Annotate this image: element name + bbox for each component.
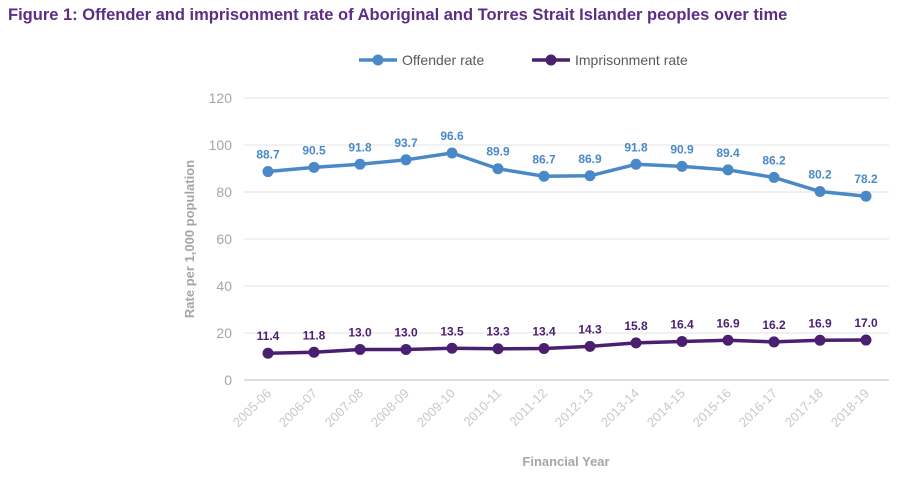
data-label: 15.8 [624, 319, 648, 333]
series-imprisonment-rate: 11.4 11.8 13.0 13.0 13.5 13.3 13.4 14.3 15.8 16.4… [257, 316, 878, 359]
data-point [308, 346, 320, 358]
x-tick-label: 2005-06 [230, 386, 274, 430]
data-point [860, 190, 872, 202]
data-label: 88.7 [256, 148, 280, 162]
x-tick-label: 2017-18 [782, 386, 826, 430]
data-label: 13.0 [394, 325, 418, 339]
x-tick-label: 2016-17 [736, 386, 780, 430]
data-point [722, 164, 734, 176]
data-point [538, 170, 550, 182]
data-label: 14.3 [578, 322, 602, 336]
data-label: 80.2 [808, 168, 832, 182]
data-label: 16.9 [716, 316, 740, 330]
data-point [722, 334, 734, 346]
data-label: 96.6 [440, 129, 464, 143]
data-label: 13.0 [348, 325, 372, 339]
y-axis-title: Rate per 1,000 population [182, 160, 197, 318]
data-label: 16.9 [808, 316, 832, 330]
data-point [354, 343, 366, 355]
data-point [446, 342, 458, 354]
data-point [262, 347, 274, 359]
data-point [768, 171, 780, 183]
data-label: 90.9 [670, 142, 694, 156]
x-tick-label: 2018-19 [828, 386, 872, 430]
x-tick-label: 2010-11 [460, 386, 504, 430]
data-label: 11.4 [257, 329, 280, 343]
figure-title: Figure 1: Offender and imprisonment rate… [8, 6, 788, 24]
x-tick-label: 2013-14 [598, 386, 642, 430]
y-tick-label: 80 [216, 184, 232, 200]
data-label: 16.4 [670, 317, 694, 331]
x-tick-label: 2011-12 [506, 386, 550, 430]
legend-marker [372, 54, 384, 66]
x-tick-label: 2007-08 [322, 386, 366, 430]
data-label: 91.8 [348, 140, 372, 154]
y-tick-label: 0 [224, 372, 232, 388]
data-label: 13.3 [486, 325, 510, 339]
x-tick-label: 2008-09 [368, 386, 412, 430]
data-point [630, 337, 642, 349]
data-point [584, 170, 596, 182]
data-label: 90.5 [302, 143, 326, 157]
data-point [308, 161, 320, 173]
y-tick-label: 20 [216, 325, 232, 341]
legend-item: Imprisonment rate [532, 52, 688, 68]
data-point [768, 336, 780, 348]
x-axis-title: Financial Year [522, 454, 609, 469]
data-point [400, 154, 412, 166]
data-point [860, 334, 872, 346]
data-label: 86.7 [532, 152, 556, 166]
legend-label: Offender rate [402, 52, 484, 68]
data-point [354, 158, 366, 170]
series-line [267, 338, 867, 355]
data-label: 13.5 [440, 324, 464, 338]
y-tick-label: 100 [209, 137, 233, 153]
data-point [814, 186, 826, 198]
data-label: 89.9 [486, 145, 510, 159]
data-label: 17.0 [854, 316, 878, 330]
y-tick-label: 60 [216, 231, 232, 247]
data-label: 86.9 [578, 152, 602, 166]
data-label: 91.8 [624, 140, 648, 154]
legend-item: Offender rate [359, 52, 484, 68]
data-label: 86.2 [762, 153, 786, 167]
data-point [538, 343, 550, 355]
data-label: 93.7 [394, 136, 418, 150]
legend: Offender rate Imprisonment rate [359, 52, 688, 68]
x-tick-label: 2012-13 [552, 386, 596, 430]
x-tick-label: 2006-07 [276, 386, 320, 430]
series-layer: 88.7 90.5 91.8 93.7 96.6 89.9 86.7 86.9 91.8 90.9… [256, 129, 878, 359]
y-tick-label: 120 [209, 90, 233, 106]
data-point [584, 340, 596, 352]
data-label: 13.4 [532, 325, 556, 339]
x-tick-label: 2009-10 [414, 386, 458, 430]
data-point [492, 163, 504, 175]
y-axis-ticks: 0 20 40 60 80 100 120 [209, 90, 233, 388]
series-offender-rate: 88.7 90.5 91.8 93.7 96.6 89.9 86.7 86.9 91.8 90.9… [256, 129, 878, 202]
data-label: 78.2 [854, 172, 878, 186]
data-label: 11.8 [303, 328, 326, 342]
x-tick-label: 2014-15 [644, 386, 688, 430]
data-point [630, 158, 642, 170]
data-point [676, 160, 688, 172]
data-point [262, 166, 274, 178]
series-line [267, 151, 867, 198]
legend-marker [545, 54, 557, 66]
gridlines [244, 97, 889, 381]
data-point [446, 147, 458, 159]
data-point [814, 334, 826, 346]
x-tick-label: 2015-16 [690, 386, 734, 430]
y-tick-label: 40 [216, 278, 232, 294]
data-label: 89.4 [716, 146, 740, 160]
data-point [492, 343, 504, 355]
x-axis-ticks: 2005-06 2006-07 2007-08 2008-09 2009-10 2010-… [230, 386, 872, 430]
legend-label: Imprisonment rate [575, 52, 688, 68]
data-point [400, 343, 412, 355]
data-label: 16.2 [762, 318, 786, 332]
data-point [676, 335, 688, 347]
